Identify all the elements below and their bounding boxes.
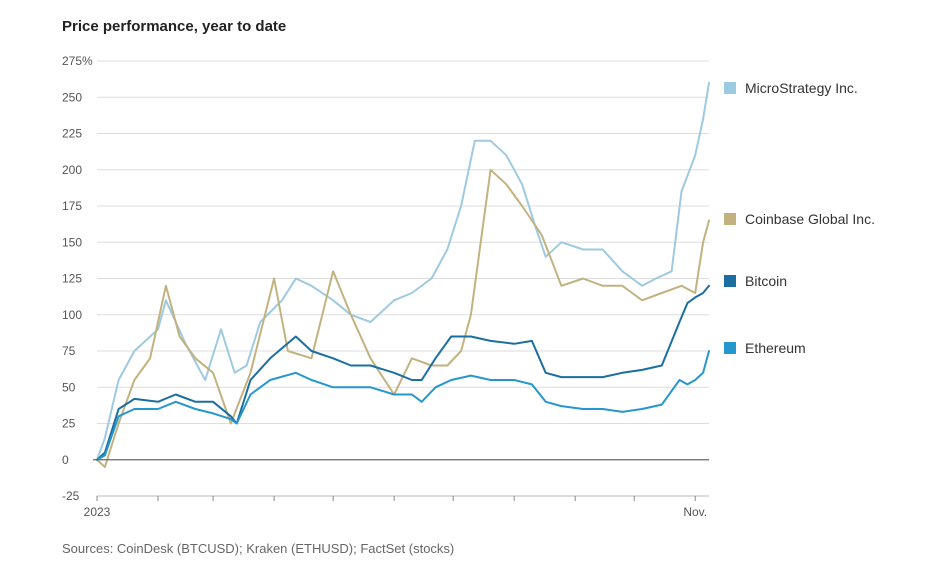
legend-swatch [724, 275, 736, 287]
y-tick-label: 175 [62, 199, 82, 213]
series-line-coinbase-global-inc [96, 168, 710, 468]
gridlines [97, 60, 709, 497]
legend-item: Coinbase Global Inc. [724, 211, 875, 227]
axes: -25 0 25 50 75 100 125 150 175 200 225 250 275% 2023 N… [62, 54, 709, 519]
legend-swatch [724, 82, 736, 94]
y-tick-label: 125 [62, 272, 82, 286]
legend-label: Ethereum [745, 340, 806, 356]
y-tick-label: 100 [62, 308, 82, 322]
series-line-microstrategy-inc [96, 81, 710, 461]
y-tick-label: 75 [62, 344, 76, 358]
y-tick-label: 50 [62, 380, 76, 394]
legend-swatch [724, 213, 736, 225]
y-tick-label: 250 [62, 90, 82, 104]
y-tick-label: 25 [62, 417, 76, 431]
y-tick-label: 225 [62, 127, 82, 141]
series-line-bitcoin [96, 284, 710, 461]
legend-label: MicroStrategy Inc. [745, 80, 858, 96]
y-tick-label: 150 [62, 235, 82, 249]
y-tick-label: 275% [62, 54, 93, 68]
legend-label: Bitcoin [745, 273, 788, 289]
legend-item: Ethereum [724, 340, 806, 356]
chart-title: Price performance, year to date [62, 18, 287, 35]
legend-item: Bitcoin [724, 273, 787, 289]
y-tick-label: -25 [62, 489, 80, 503]
series-lines [96, 81, 710, 468]
y-tick-label: 200 [62, 163, 82, 177]
legend-item: MicroStrategy Inc. [724, 80, 858, 96]
legend-label: Coinbase Global Inc. [745, 211, 875, 227]
y-tick-label: 0 [62, 453, 69, 467]
x-tick-label: 2023 [84, 505, 111, 519]
x-tick-label: Nov. [683, 505, 707, 519]
legend-swatch [724, 342, 736, 354]
chart-source: Sources: CoinDesk (BTCUSD); Kraken (ETHU… [62, 541, 455, 556]
series-line-ethereum [96, 350, 710, 461]
